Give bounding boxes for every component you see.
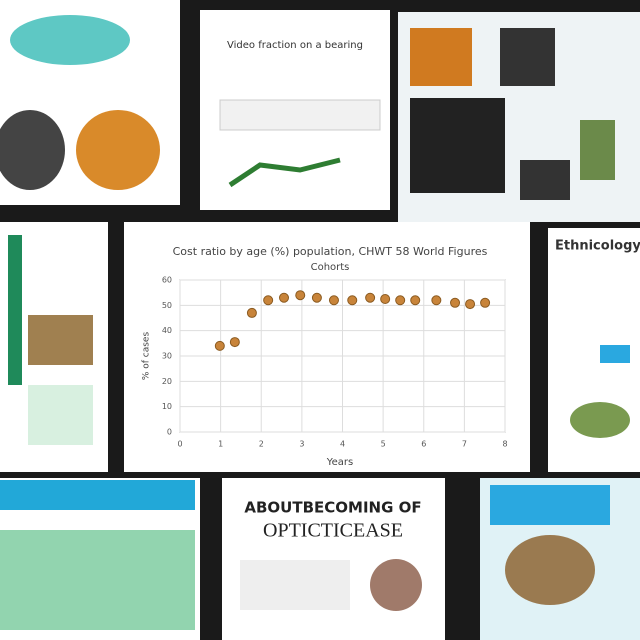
banner [0,480,195,510]
x-tick-label: 3 [299,440,304,449]
x-tick-label: 7 [462,440,467,449]
image [240,560,350,610]
shape [0,110,65,190]
frame [8,235,22,385]
image [600,345,630,363]
plants [0,530,195,630]
skeleton [10,15,130,65]
x-axis-label: Years [326,457,353,468]
panel [222,478,445,640]
chart-panel [124,222,530,472]
y-tick-label: 40 [162,326,172,335]
x-tick-label: 0 [177,440,182,449]
image [370,559,422,611]
heading: ABOUTBECOMING OF [244,499,421,517]
heading: Ethnicology [555,239,640,254]
y-tick-label: 20 [162,377,172,386]
point [214,340,225,351]
subheading: OPTICTICEASE [263,520,403,542]
image [28,385,93,445]
point [365,292,376,303]
heading: Video fraction on a bearing [227,40,363,51]
image [520,160,570,200]
point [480,297,491,308]
image [580,120,615,180]
image [410,98,505,193]
y-axis-label: % of cases [142,332,152,381]
point [229,337,240,348]
chart-subtitle: Cohorts [311,262,350,273]
point [380,294,391,304]
y-tick-label: 60 [162,276,172,285]
x-tick-label: 1 [218,440,223,449]
point [347,295,358,306]
x-tick-label: 6 [421,440,426,449]
image [410,28,472,86]
point [431,295,442,306]
y-tick-label: 50 [162,301,172,310]
chart-title: Cost ratio by age (%) population, CHWT 5… [173,245,488,258]
bird [570,402,630,438]
point [279,292,289,303]
insect [228,157,341,188]
point [395,295,406,306]
x-tick-label: 5 [381,440,386,449]
y-tick-label: 30 [162,352,172,361]
point [263,295,274,306]
y-tick-label: 10 [162,402,172,411]
point [450,297,461,308]
x-tick-label: 8 [502,440,507,449]
x-tick-label: 4 [340,440,345,449]
point [311,292,322,303]
x-tick-label: 2 [259,440,264,449]
coral [76,110,160,190]
y-tick-label: 0 [167,428,172,437]
banner [490,485,610,525]
mini-chart [219,99,381,131]
point [410,295,421,306]
point [328,295,339,306]
point [246,307,257,318]
point [295,290,306,301]
image [28,315,93,365]
image [505,535,595,605]
image [500,28,555,86]
point [465,299,476,310]
